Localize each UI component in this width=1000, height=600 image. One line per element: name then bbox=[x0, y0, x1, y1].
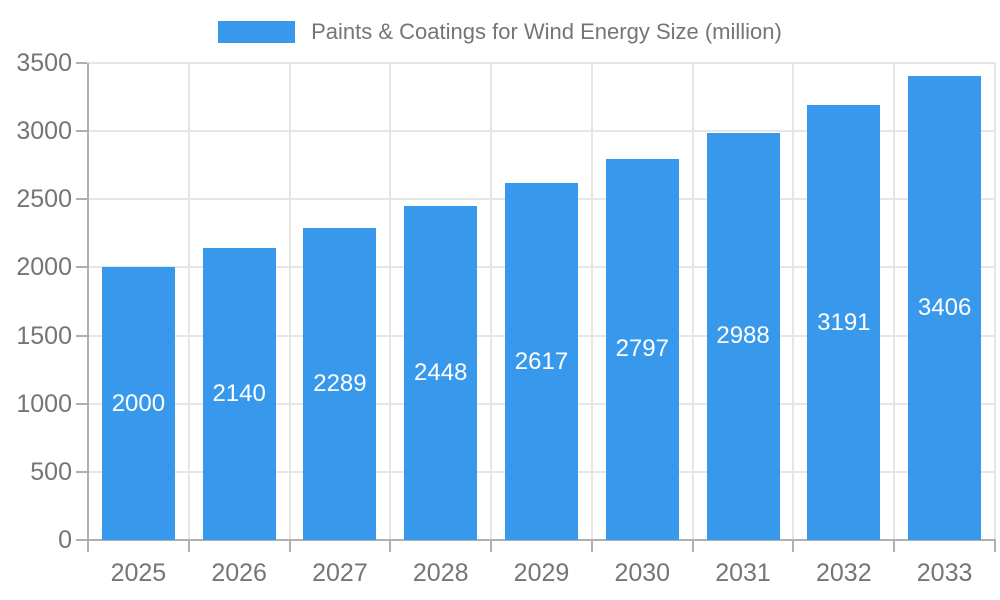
y-tick-label: 3500 bbox=[16, 49, 72, 77]
y-tick-label: 2000 bbox=[16, 253, 72, 282]
legend-label: Paints & Coatings for Wind Energy Size (… bbox=[311, 19, 782, 44]
x-tick-mark bbox=[792, 539, 795, 552]
x-tick-label: 2031 bbox=[715, 559, 771, 587]
y-tick-mark bbox=[76, 539, 87, 541]
y-tick-label: 1500 bbox=[16, 321, 72, 350]
x-tick-label: 2030 bbox=[614, 559, 671, 587]
y-tick-mark bbox=[76, 402, 87, 405]
bar bbox=[202, 248, 276, 540]
bar bbox=[404, 206, 478, 540]
y-tick-label: 2500 bbox=[16, 185, 72, 214]
y-tick-mark bbox=[76, 130, 87, 133]
bar bbox=[706, 132, 780, 540]
x-tick-label: 2026 bbox=[211, 559, 267, 587]
y-tick-label: 500 bbox=[30, 457, 72, 486]
y-axis-line bbox=[87, 63, 89, 540]
v-gridline bbox=[389, 63, 392, 540]
bar bbox=[605, 158, 679, 540]
v-gridline bbox=[590, 63, 593, 540]
v-gridline bbox=[288, 63, 291, 540]
bar-value-label: 2797 bbox=[615, 335, 669, 363]
bar bbox=[505, 183, 578, 540]
bar-value-label: 2448 bbox=[414, 359, 468, 387]
v-gridline bbox=[691, 63, 694, 540]
y-tick-mark bbox=[76, 470, 87, 473]
y-tick-label: 0 bbox=[58, 526, 72, 554]
bar-value-label: 2988 bbox=[716, 322, 770, 350]
y-tick-mark bbox=[76, 266, 87, 269]
x-tick-mark bbox=[893, 539, 896, 552]
x-tick-label: 2028 bbox=[412, 559, 469, 587]
x-tick-label: 2032 bbox=[816, 559, 872, 587]
v-gridline bbox=[893, 63, 896, 540]
bar-value-label: 2289 bbox=[313, 370, 367, 398]
x-tick-label: 2025 bbox=[110, 559, 167, 587]
bar-value-label: 2617 bbox=[514, 347, 569, 375]
y-tick-label: 3000 bbox=[16, 117, 72, 146]
v-gridline bbox=[994, 63, 996, 540]
x-tick-label: 2033 bbox=[916, 559, 973, 587]
x-tick-mark bbox=[288, 539, 291, 552]
bar-value-label: 2140 bbox=[212, 380, 266, 408]
legend-swatch bbox=[218, 21, 296, 43]
x-axis-line bbox=[88, 539, 995, 541]
bar bbox=[101, 267, 175, 540]
y-tick-mark bbox=[76, 62, 87, 64]
v-gridline bbox=[490, 63, 493, 540]
h-gridline bbox=[88, 62, 995, 64]
x-tick-label: 2029 bbox=[513, 559, 570, 587]
x-tick-mark bbox=[389, 539, 392, 552]
x-tick-label: 2027 bbox=[312, 559, 368, 587]
bar-value-label: 3406 bbox=[917, 293, 972, 321]
x-tick-mark bbox=[691, 539, 694, 552]
h-gridline bbox=[88, 130, 995, 133]
x-tick-mark bbox=[187, 539, 190, 552]
bar-value-label: 2000 bbox=[111, 389, 166, 417]
bar-value-label: 3191 bbox=[817, 308, 871, 336]
bar bbox=[807, 105, 881, 540]
x-tick-mark bbox=[87, 539, 89, 552]
y-tick-label: 1000 bbox=[16, 389, 72, 418]
v-gridline bbox=[187, 63, 190, 540]
v-gridline bbox=[792, 63, 795, 540]
legend: Paints & Coatings for Wind Energy Size (… bbox=[0, 17, 1000, 47]
plot-area: 2000 2140 2289 2448 2617 2797 2988 3191 3406 bbox=[87, 62, 996, 541]
y-tick-mark bbox=[76, 334, 87, 337]
bar bbox=[908, 75, 982, 540]
x-tick-mark bbox=[590, 539, 593, 552]
x-tick-mark bbox=[994, 539, 996, 552]
bar bbox=[303, 228, 377, 540]
y-tick-mark bbox=[76, 198, 87, 201]
x-tick-mark bbox=[490, 539, 493, 552]
